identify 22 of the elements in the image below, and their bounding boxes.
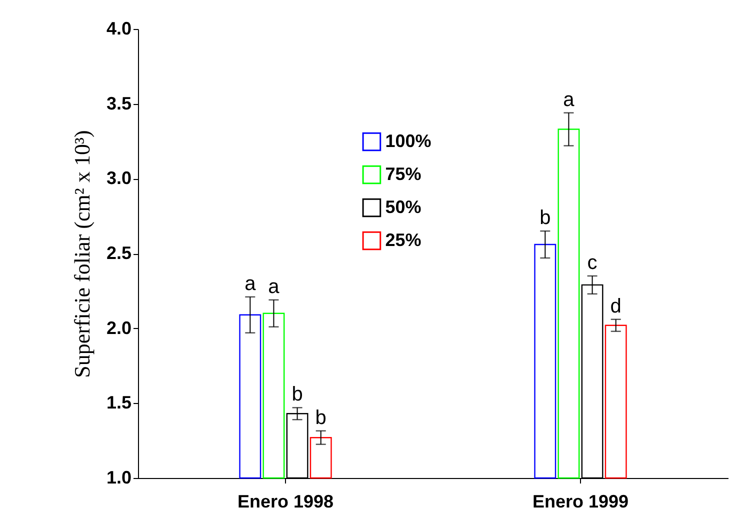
y-tick-label: 3.0: [106, 168, 132, 188]
y-tick-label: 1.5: [106, 392, 132, 413]
y-tick-label: 2.0: [106, 318, 132, 338]
annotation: c: [587, 252, 598, 274]
annotation: a: [563, 88, 576, 111]
annotation: a: [244, 272, 257, 295]
annotation: b: [315, 406, 326, 429]
annotation: b: [292, 384, 303, 406]
legend-label: 50%: [385, 196, 422, 217]
y-tick-label: 1.0: [106, 468, 132, 488]
annotation: a: [268, 276, 280, 298]
legend-label: 75%: [385, 164, 422, 184]
legend-label: 25%: [385, 230, 422, 250]
y-tick-label: 3.5: [106, 93, 132, 114]
legend-label: 100%: [385, 130, 432, 151]
annotation: d: [610, 295, 622, 318]
y-axis-title: Superficie foliar (cm² x 10³): [69, 130, 94, 378]
x-tick-label: Enero 1998: [237, 492, 334, 512]
x-tick-label: Enero 1999: [532, 492, 629, 512]
annotation: b: [540, 207, 551, 230]
y-tick-label: 2.5: [106, 243, 132, 263]
y-tick-label: 4.0: [106, 18, 132, 38]
